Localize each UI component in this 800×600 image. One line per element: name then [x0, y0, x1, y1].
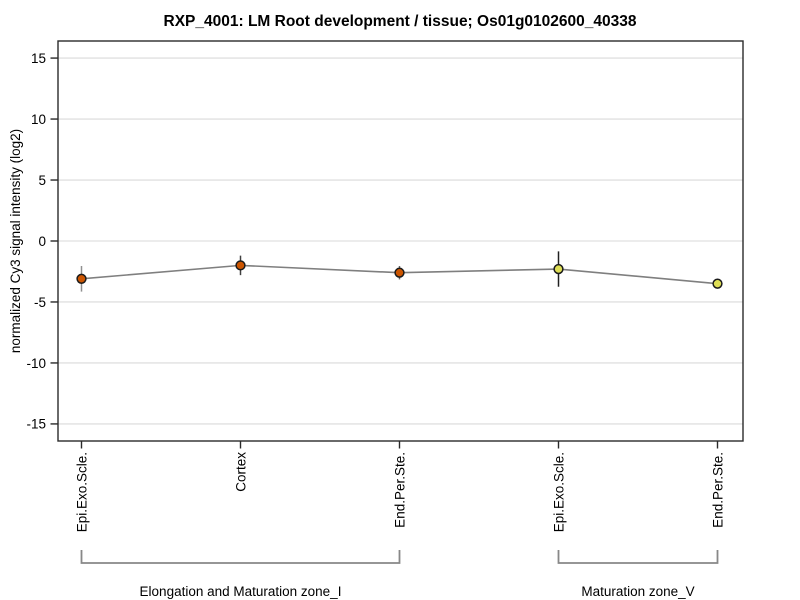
y-tick-label: -10	[26, 356, 46, 371]
y-tick-label: 5	[38, 173, 46, 188]
x-category-label: Epi.Exo.Scle.	[74, 452, 89, 532]
y-tick-label: -15	[26, 417, 46, 432]
y-tick-label: 0	[38, 234, 46, 249]
y-tick-label: 10	[31, 112, 46, 127]
data-point	[76, 273, 87, 284]
group-label: Maturation zone_V	[581, 584, 694, 599]
group-bracket	[557, 550, 719, 564]
data-point	[553, 263, 564, 275]
y-tick-label: 15	[31, 51, 46, 66]
y-tick-label: -5	[34, 295, 46, 310]
data-point	[712, 278, 723, 289]
plot-area: 15 10 5 0 -5 -10 -15 Epi.Exo.Scle. Cortex End.Per…	[26, 40, 744, 599]
x-category-label: Cortex	[233, 452, 248, 492]
chart-title: RXP_4001: LM Root development / tissue; …	[164, 13, 637, 30]
group-label: Elongation and Maturation zone_I	[140, 584, 342, 599]
group-bracket	[80, 550, 401, 564]
x-category-label: Epi.Exo.Scle.	[551, 452, 566, 532]
x-category-label: End.Per.Ste.	[392, 452, 407, 528]
data-point	[235, 260, 246, 271]
x-category-label: End.Per.Ste.	[710, 452, 725, 528]
data-point	[394, 267, 405, 278]
y-axis-label: normalized Cy3 signal intensity (log2)	[8, 129, 23, 353]
